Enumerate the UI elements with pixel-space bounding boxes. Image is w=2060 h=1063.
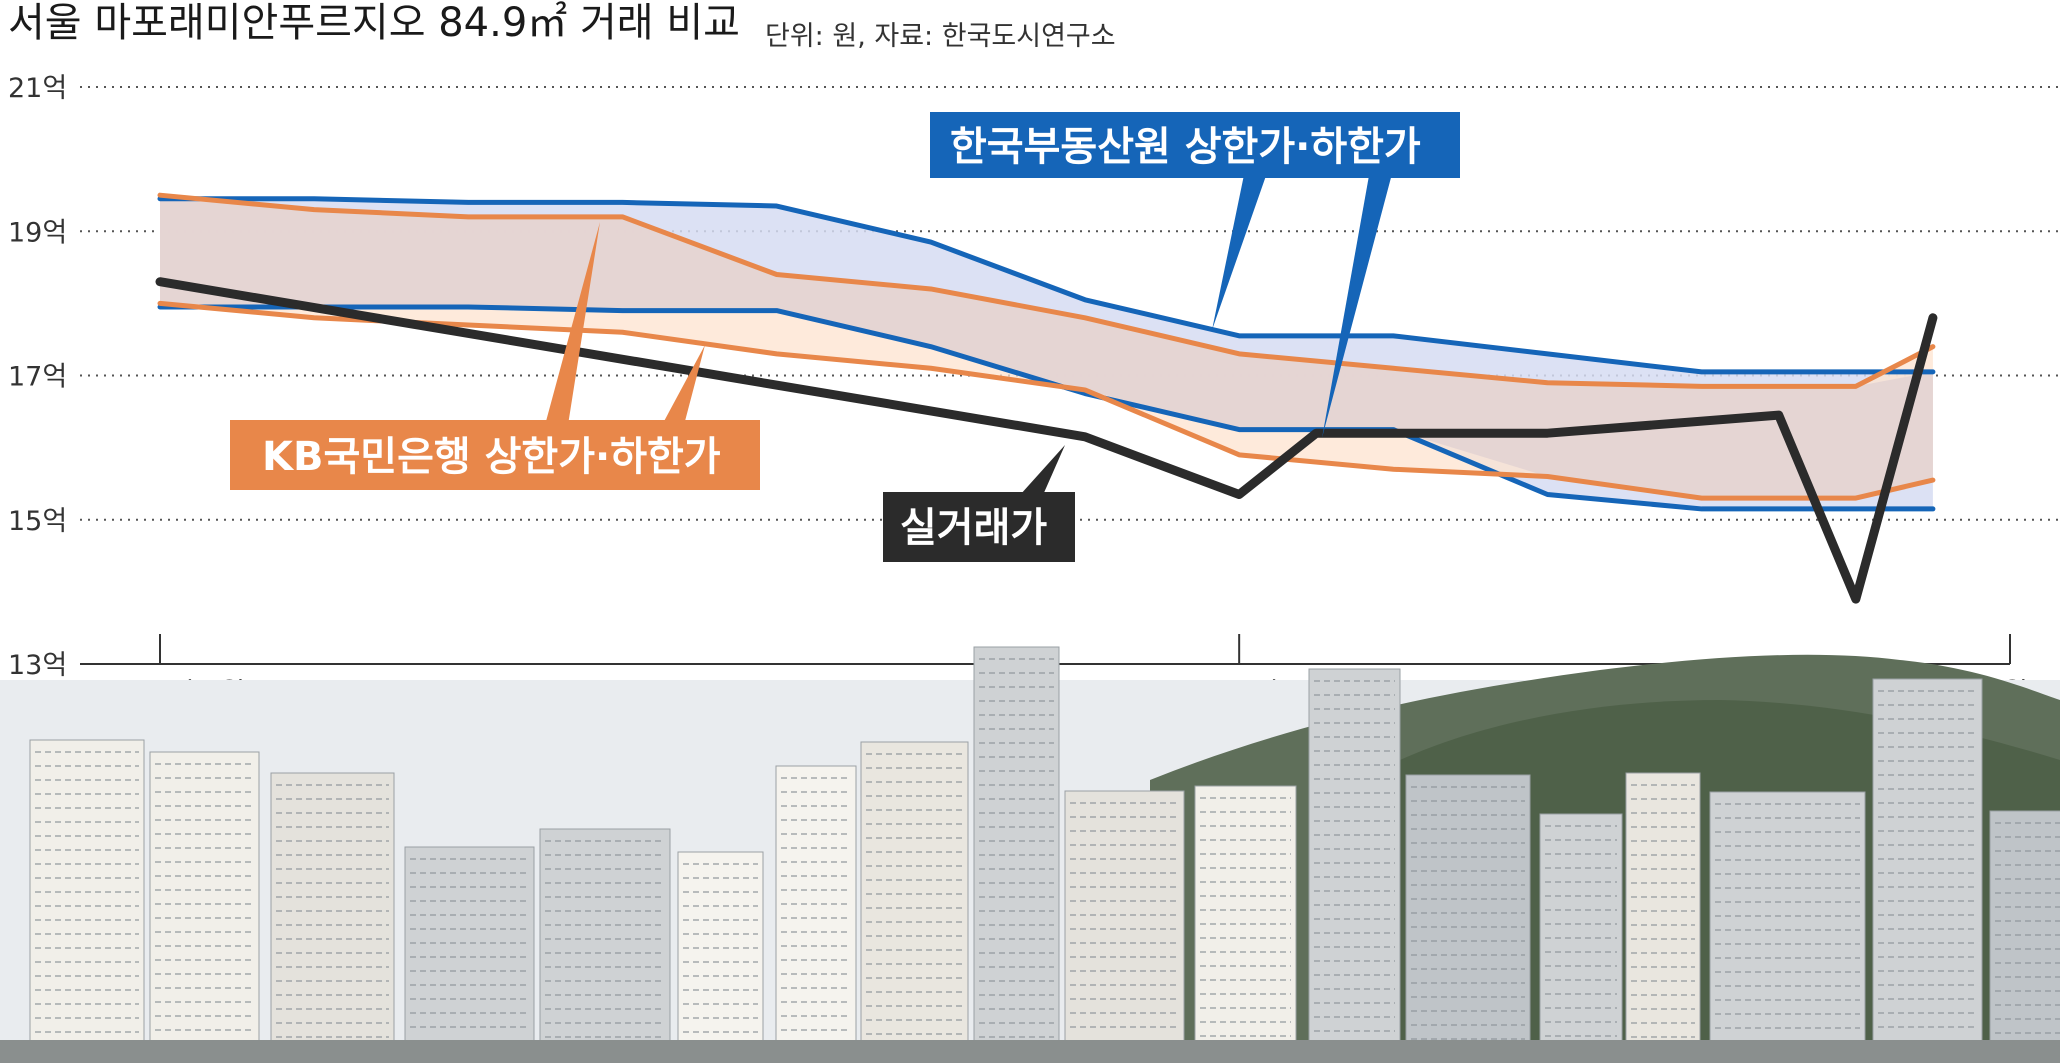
skyline-photo bbox=[0, 646, 2060, 1063]
callout-kb-pointer-1 bbox=[545, 222, 600, 425]
y-tick-label: 21억 bbox=[8, 73, 67, 104]
y-tick-label: 19억 bbox=[8, 217, 67, 248]
callout-actual-box bbox=[883, 492, 1075, 562]
apartment-building bbox=[1064, 790, 1185, 1044]
series-line-reb-lower bbox=[157, 304, 1936, 512]
apartment-building bbox=[973, 646, 1060, 1044]
callout-kb-label: KB국민은행 상한가·하한가 bbox=[262, 434, 721, 480]
y-tick-label: 13억 bbox=[8, 650, 67, 681]
callout-reb-pointer-2 bbox=[1322, 170, 1393, 438]
apartment-building bbox=[1308, 668, 1401, 1044]
y-tick-label: 17억 bbox=[8, 362, 67, 393]
apartment-building bbox=[539, 828, 671, 1044]
apartment-building bbox=[1405, 774, 1531, 1044]
callout-actual: 실거래가 bbox=[883, 445, 1075, 562]
apartment-building bbox=[1872, 678, 1983, 1044]
apartment-building bbox=[149, 751, 260, 1044]
building-layer bbox=[29, 646, 2060, 1044]
apartment-building bbox=[1625, 772, 1701, 1044]
callout-actual-label: 실거래가 bbox=[900, 505, 1047, 551]
series-line-kb-upper bbox=[157, 192, 1936, 389]
y-tick-label: 15억 bbox=[8, 506, 67, 537]
apartment-building bbox=[1989, 810, 2060, 1044]
apartment-building bbox=[860, 741, 969, 1044]
callout-reb-box bbox=[930, 112, 1460, 178]
apartment-building bbox=[1539, 813, 1623, 1044]
callout-kb-box bbox=[230, 420, 760, 490]
series-line-kb-lower bbox=[157, 300, 1936, 501]
callout-reb-pointer-1 bbox=[1212, 170, 1268, 330]
y-axis-ticks: 21억 19억 17억 15억 13억 bbox=[8, 73, 67, 681]
series-line-actual bbox=[155, 277, 1938, 604]
chart-subtitle: 단위: 원, 자료: 한국도시연구소 bbox=[765, 21, 1116, 52]
apartment-building bbox=[270, 772, 395, 1044]
callout-reb-label: 한국부동산원 상한가·하한가 bbox=[950, 124, 1421, 170]
callout-kb: KB국민은행 상한가·하한가 bbox=[230, 222, 760, 490]
line-layer bbox=[155, 192, 1938, 604]
apartment-building bbox=[1709, 791, 1866, 1044]
callout-kb-pointer-2 bbox=[662, 345, 705, 425]
series-line-reb-upper bbox=[157, 196, 1936, 375]
apartment-building bbox=[677, 851, 764, 1044]
band-overlap bbox=[160, 198, 1933, 499]
ground-strip bbox=[0, 1040, 2060, 1063]
callout-reb: 한국부동산원 상한가·하한가 bbox=[930, 112, 1460, 438]
callout-actual-pointer bbox=[1020, 445, 1065, 495]
apartment-building bbox=[1194, 785, 1297, 1044]
chart-title: 서울 마포래미안푸르지오 84.9㎡ 거래 비교 bbox=[8, 0, 740, 46]
apartment-building bbox=[404, 846, 535, 1044]
